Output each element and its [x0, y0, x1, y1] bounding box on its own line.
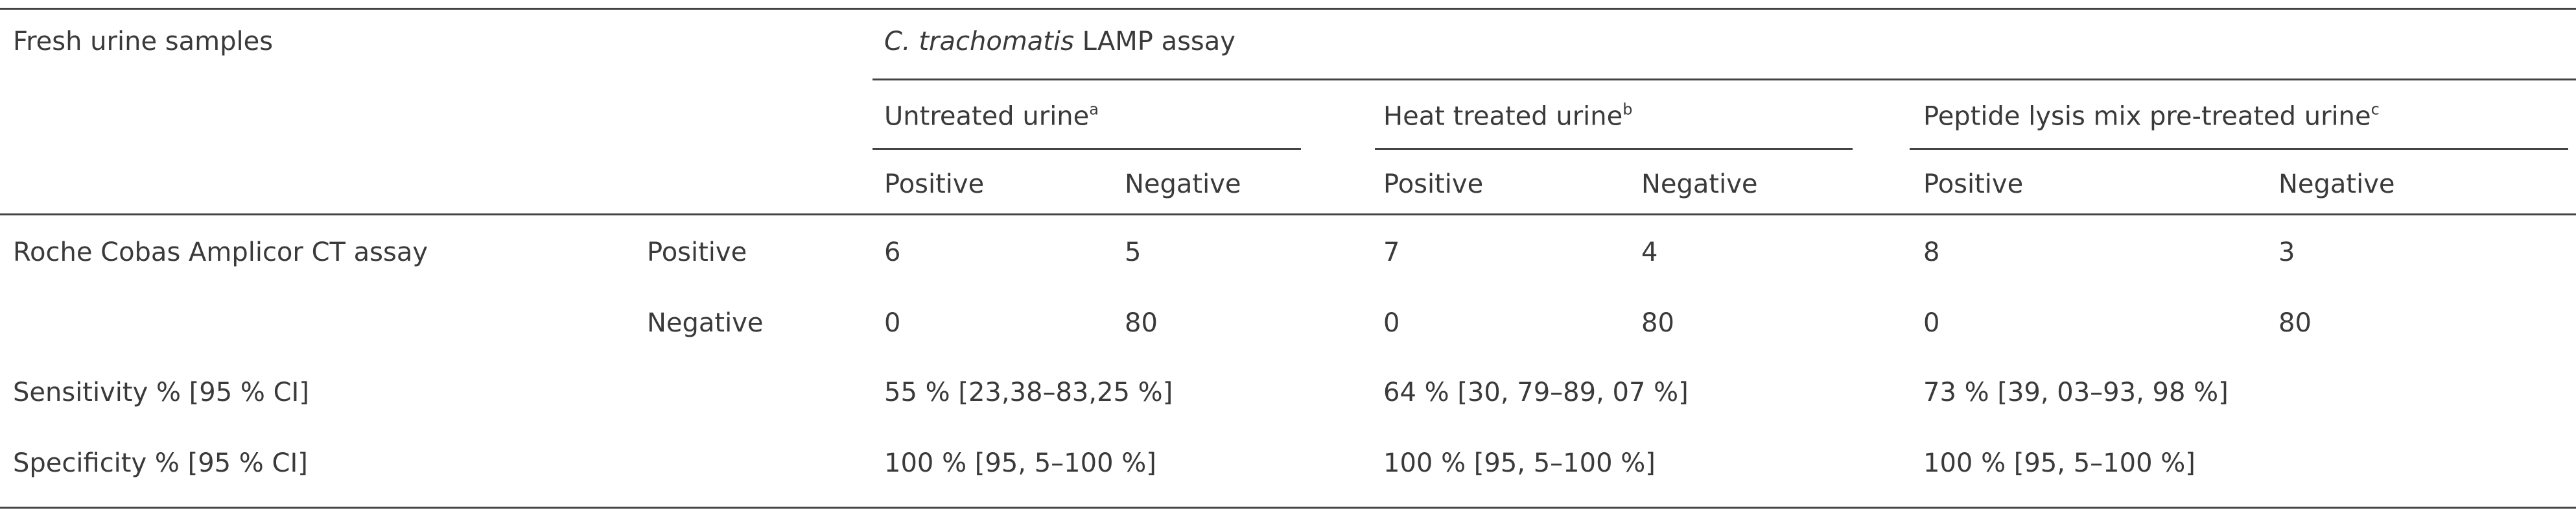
cell: 7 — [1383, 237, 1400, 267]
cell: 6 — [884, 237, 901, 267]
cell: 55 % [23,38–83,25 %] — [884, 378, 1173, 407]
cell: 8 — [1923, 237, 1940, 267]
group-header: Untreated urinea — [884, 102, 1099, 130]
footnote-mark: c — [2371, 100, 2380, 119]
rule — [872, 148, 1301, 150]
footnote-mark: a — [1089, 100, 1099, 119]
rule — [872, 78, 2576, 80]
group-header: Heat treated urineb — [1383, 102, 1632, 130]
organism: C. trachomatis — [884, 27, 1074, 56]
row-sublabel: Positive — [647, 237, 747, 267]
footnote-mark: b — [1622, 100, 1633, 119]
rule — [0, 507, 2576, 509]
rule — [0, 8, 2576, 10]
row-label: Roche Cobas Amplicor CT assay — [13, 237, 428, 267]
cell: 100 % [95, 5–100 %] — [884, 448, 1156, 478]
assay-name: LAMP assay — [1082, 27, 1235, 56]
subheader: Negative — [2278, 169, 2395, 199]
subheader: Negative — [1641, 169, 1758, 199]
row-label: Specificity % [95 % CI] — [13, 448, 308, 478]
cell: 0 — [1923, 308, 1940, 338]
group-title: Untreated urine — [884, 101, 1090, 132]
subheader: Positive — [1923, 169, 2024, 199]
subheader: Positive — [884, 169, 985, 199]
row-label: Sensitivity % [95 % CI] — [13, 378, 309, 407]
cell: 0 — [884, 308, 901, 338]
subheader: Negative — [1125, 169, 1241, 199]
rule — [0, 213, 2576, 215]
cell: 3 — [2278, 237, 2295, 267]
row-sublabel: Negative — [647, 308, 764, 338]
cell: 64 % [30, 79–89, 07 %] — [1383, 378, 1689, 407]
cell: 80 — [1641, 308, 1674, 338]
subheader: Positive — [1383, 169, 1484, 199]
cell: 100 % [95, 5–100 %] — [1383, 448, 1656, 478]
cell: 80 — [2278, 308, 2312, 338]
rule — [1910, 148, 2568, 150]
cell: 73 % [39, 03–93, 98 %] — [1923, 378, 2229, 407]
cell: 4 — [1641, 237, 1658, 267]
assay-header: C. trachomatis LAMP assay — [884, 29, 1235, 54]
group-title: Heat treated urine — [1383, 101, 1623, 132]
cell: 100 % [95, 5–100 %] — [1923, 448, 2195, 478]
cell: 5 — [1125, 237, 1142, 267]
cell: 0 — [1383, 308, 1400, 338]
cell: 80 — [1125, 308, 1158, 338]
group-title: Peptide lysis mix pre-treated urine — [1923, 101, 2371, 132]
stub-header: Fresh urine samples — [13, 27, 274, 56]
rule — [1375, 148, 1853, 150]
group-header: Peptide lysis mix pre-treated urinec — [1923, 102, 2380, 130]
